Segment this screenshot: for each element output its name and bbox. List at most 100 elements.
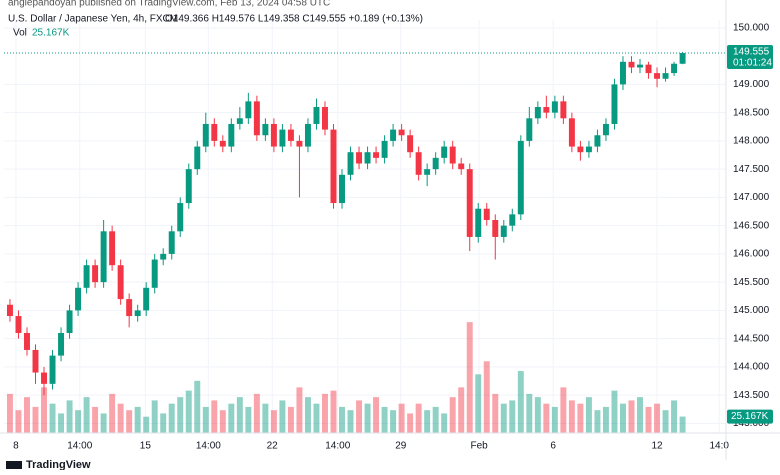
candle-body <box>568 118 575 147</box>
y-tick-label: 149.000 <box>733 79 770 90</box>
volume-bar <box>619 403 626 433</box>
volume-bar <box>509 400 516 433</box>
candle-body <box>177 203 184 232</box>
candle-body <box>441 146 448 158</box>
candle-body <box>390 129 397 141</box>
volume-bar <box>41 387 47 433</box>
volume-bar <box>134 406 141 433</box>
volume-bar <box>24 397 30 433</box>
candle-body <box>381 140 388 158</box>
candle-body <box>611 84 618 124</box>
volume-bar <box>441 413 448 433</box>
volume-bar <box>211 400 218 433</box>
volume-bar <box>492 393 499 433</box>
countdown: 01:01:24 <box>733 58 772 69</box>
candle-body <box>313 107 320 124</box>
volume-bar <box>330 390 337 433</box>
volume-bar <box>117 403 124 433</box>
volume-bar <box>279 400 286 433</box>
volume-bar <box>577 403 584 433</box>
candle-body <box>551 101 558 113</box>
volume-bar <box>143 416 150 433</box>
y-tick-label: 148.000 <box>733 136 770 147</box>
volume-label-box <box>727 409 773 424</box>
symbol: U.S. Dollar / Japanese Yen, 4h, FXCM <box>8 14 178 25</box>
candle-body <box>236 118 243 124</box>
candle-body <box>671 63 678 74</box>
volume-bar <box>160 413 167 433</box>
candle-body <box>219 140 226 147</box>
volume-bar <box>126 410 133 433</box>
volume-bar <box>432 406 439 433</box>
candle-body <box>543 107 550 113</box>
volume-bar <box>296 387 303 433</box>
y-tick-label: 144.000 <box>733 362 770 373</box>
candle-body <box>585 146 592 153</box>
x-tick-label: 12 <box>651 441 663 452</box>
candle-body <box>15 316 22 333</box>
candle-body <box>398 129 405 136</box>
candle-body <box>458 163 465 170</box>
volume-bar <box>313 403 320 433</box>
candle-body <box>560 101 567 119</box>
volume-bar <box>202 406 209 433</box>
x-tick-label: 8 <box>13 441 19 452</box>
candle-body <box>202 123 209 147</box>
volume-bar <box>602 406 609 433</box>
volume-bar <box>500 403 507 433</box>
candle-body <box>373 152 380 158</box>
candle-body <box>432 157 439 170</box>
volume-bar <box>356 400 363 433</box>
y-tick-label: 147.000 <box>733 192 770 203</box>
candle-body <box>449 146 456 164</box>
volume-bar <box>322 393 328 433</box>
y-tick-label: 150.000 <box>733 23 770 34</box>
volume-bar <box>253 393 260 433</box>
volume-bar <box>594 410 601 433</box>
volume-bar <box>628 400 635 433</box>
volume-bar <box>517 371 524 433</box>
volume-bar <box>339 406 345 433</box>
x-tick-label: 6 <box>550 441 556 452</box>
candle-body <box>619 61 626 85</box>
candle-body <box>517 140 524 215</box>
volume-bar <box>228 403 235 433</box>
volume-bar <box>287 406 294 433</box>
candle-body <box>279 129 286 147</box>
candle-body <box>117 265 124 300</box>
candle-body <box>168 231 175 254</box>
candle-body <box>75 287 82 311</box>
candle-body <box>509 214 516 226</box>
x-tick-label: 15 <box>140 441 152 452</box>
volume-bar <box>424 410 431 433</box>
candle-body <box>185 169 192 204</box>
volume-bar <box>15 410 22 433</box>
volume-bar <box>611 390 618 433</box>
volume-bar <box>151 400 158 433</box>
volume-bar <box>534 397 541 433</box>
y-tick-label: 145.000 <box>733 305 770 316</box>
candle-body <box>662 73 669 79</box>
last-price-box <box>727 45 773 70</box>
volume-bar <box>236 397 243 433</box>
volume-bar <box>194 380 201 433</box>
candle-body <box>83 265 90 288</box>
volume-bar <box>415 403 422 433</box>
candle-body <box>49 355 56 384</box>
volume-label: 25.167K <box>731 411 769 422</box>
volume-bar <box>92 406 99 433</box>
candle-body <box>262 123 269 136</box>
x-tick-label: 14:00 <box>196 441 221 452</box>
candle-body <box>270 123 277 147</box>
volume-bar <box>6 393 13 433</box>
y-tick-label: 145.500 <box>733 277 770 288</box>
candle-body <box>356 152 363 164</box>
candle-body <box>92 265 99 283</box>
y-tick-label: 146.500 <box>733 220 770 231</box>
candle-body <box>679 53 686 64</box>
candle-body <box>492 220 499 237</box>
candle-body <box>100 231 107 283</box>
y-tick-label: 146.000 <box>733 249 770 260</box>
candle-body <box>160 253 167 260</box>
